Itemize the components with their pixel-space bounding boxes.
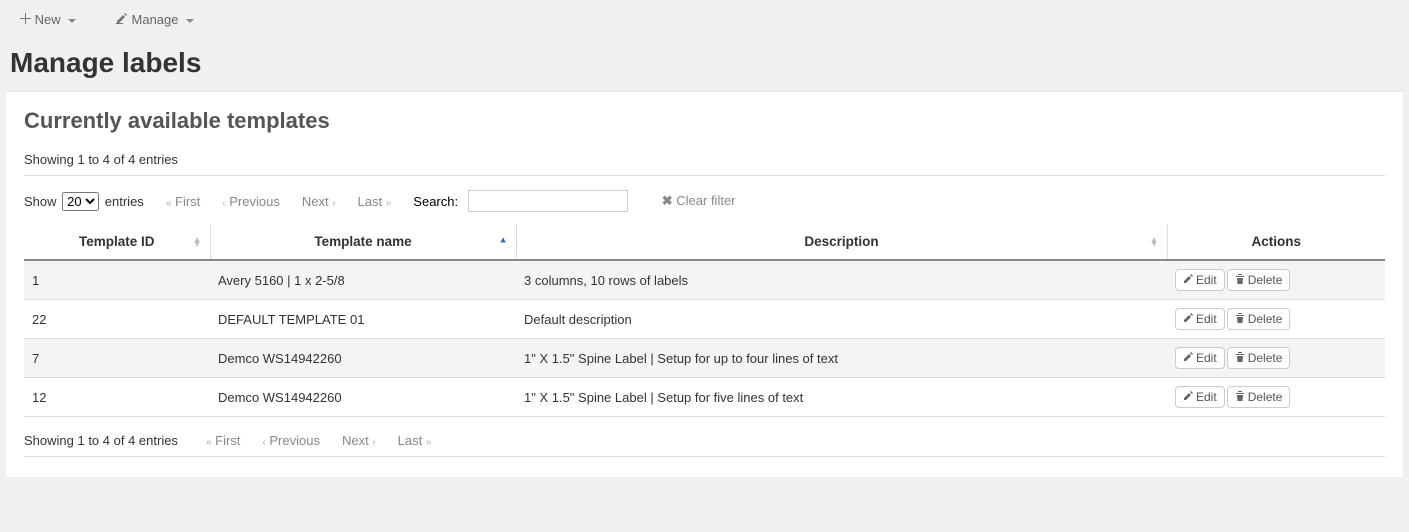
trash-icon [1235, 390, 1245, 404]
pager-next[interactable]: Next › [342, 433, 376, 448]
cell-actions: Edit Delete [1167, 260, 1385, 300]
caret-down-icon [182, 12, 194, 27]
cell-id: 7 [24, 339, 210, 378]
templates-table: Template ID ▲▼ Template name ▲▼ Descript… [24, 224, 1385, 417]
x-icon: ✖ [662, 193, 673, 208]
length-select[interactable]: 20 [62, 192, 99, 211]
new-dropdown[interactable]: New [12, 8, 84, 31]
delete-label: Delete [1248, 351, 1283, 365]
edit-button[interactable]: Edit [1175, 386, 1225, 408]
table-row: 12Demco WS149422601" X 1.5" Spine Label … [24, 378, 1385, 417]
cell-description: 1" X 1.5" Spine Label | Setup for up to … [516, 339, 1167, 378]
pager-first[interactable]: « First [166, 194, 200, 209]
clear-filter[interactable]: ✖ Clear filter [662, 193, 736, 209]
search-label: Search: [413, 194, 458, 209]
chevron-left-icon: ‹ [262, 437, 265, 448]
search-input[interactable] [468, 190, 628, 212]
pager-top: « First ‹ Previous Next › Last » [166, 194, 391, 209]
length-prefix: Show [24, 194, 57, 209]
cell-actions: Edit Delete [1167, 378, 1385, 417]
length-suffix: entries [105, 194, 144, 209]
cell-name: DEFAULT TEMPLATE 01 [210, 300, 516, 339]
sort-icon: ▲▼ [1150, 237, 1159, 246]
delete-label: Delete [1248, 273, 1283, 287]
datatable-wrapper: Showing 1 to 4 of 4 entries Show 20 entr… [18, 152, 1391, 457]
delete-button[interactable]: Delete [1227, 347, 1291, 369]
cell-name: Demco WS14942260 [210, 378, 516, 417]
col-header-id[interactable]: Template ID ▲▼ [24, 224, 210, 260]
controls-bottom: Showing 1 to 4 of 4 entries « First ‹ Pr… [24, 417, 1385, 457]
caret-down-icon [64, 12, 76, 27]
pager-bottom: « First ‹ Previous Next › Last » [206, 433, 431, 448]
edit-button[interactable]: Edit [1175, 347, 1225, 369]
cell-description: 1" X 1.5" Spine Label | Setup for five l… [516, 378, 1167, 417]
new-label: New [35, 12, 61, 27]
delete-button[interactable]: Delete [1227, 269, 1291, 291]
cell-id: 22 [24, 300, 210, 339]
delete-button[interactable]: Delete [1227, 308, 1291, 330]
search-control: Search: [413, 190, 627, 212]
main-panel: Currently available templates Showing 1 … [6, 91, 1403, 477]
pencil-icon [1183, 390, 1193, 404]
chevron-right-icon: › [372, 437, 375, 448]
pencil-icon [1183, 312, 1193, 326]
chevron-double-right-icon: » [386, 198, 392, 209]
col-header-description[interactable]: Description ▲▼ [516, 224, 1167, 260]
cell-description: 3 columns, 10 rows of labels [516, 260, 1167, 300]
toolbar: New Manage [0, 0, 1409, 39]
col-header-actions: Actions [1167, 224, 1385, 260]
delete-button[interactable]: Delete [1227, 386, 1291, 408]
page-title: Manage labels [10, 47, 1399, 79]
cell-name: Demco WS14942260 [210, 339, 516, 378]
trash-icon [1235, 273, 1245, 287]
chevron-double-left-icon: « [206, 437, 212, 448]
pencil-square-icon [116, 12, 128, 27]
edit-button[interactable]: Edit [1175, 308, 1225, 330]
edit-label: Edit [1196, 312, 1217, 326]
info-bottom: Showing 1 to 4 of 4 entries [24, 433, 178, 448]
sort-icon: ▲▼ [193, 237, 202, 246]
trash-icon [1235, 312, 1245, 326]
pager-next[interactable]: Next › [302, 194, 336, 209]
table-row: 22DEFAULT TEMPLATE 01Default description… [24, 300, 1385, 339]
cell-actions: Edit Delete [1167, 300, 1385, 339]
edit-label: Edit [1196, 273, 1217, 287]
table-row: 7Demco WS149422601" X 1.5" Spine Label |… [24, 339, 1385, 378]
info-top: Showing 1 to 4 of 4 entries [24, 152, 1385, 176]
chevron-left-icon: ‹ [222, 198, 225, 209]
cell-id: 1 [24, 260, 210, 300]
chevron-double-left-icon: « [166, 198, 172, 209]
pencil-icon [1183, 351, 1193, 365]
pencil-icon [1183, 273, 1193, 287]
cell-name: Avery 5160 | 1 x 2-5/8 [210, 260, 516, 300]
controls-top: Show 20 entries « First ‹ Previous Next … [24, 182, 1385, 220]
edit-button[interactable]: Edit [1175, 269, 1225, 291]
table-header-row: Template ID ▲▼ Template name ▲▼ Descript… [24, 224, 1385, 260]
cell-description: Default description [516, 300, 1167, 339]
delete-label: Delete [1248, 390, 1283, 404]
pager-last[interactable]: Last » [398, 433, 432, 448]
table-row: 1Avery 5160 | 1 x 2-5/83 columns, 10 row… [24, 260, 1385, 300]
trash-icon [1235, 351, 1245, 365]
edit-label: Edit [1196, 351, 1217, 365]
section-title: Currently available templates [24, 108, 1385, 134]
pager-first[interactable]: « First [206, 433, 240, 448]
plus-icon [20, 12, 31, 27]
chevron-double-right-icon: » [426, 437, 432, 448]
delete-label: Delete [1248, 312, 1283, 326]
pager-last[interactable]: Last » [358, 194, 392, 209]
sort-icon: ▲▼ [499, 237, 508, 246]
pager-previous[interactable]: ‹ Previous [222, 194, 280, 209]
cell-id: 12 [24, 378, 210, 417]
manage-label: Manage [132, 12, 179, 27]
chevron-right-icon: › [332, 198, 335, 209]
cell-actions: Edit Delete [1167, 339, 1385, 378]
col-header-name[interactable]: Template name ▲▼ [210, 224, 516, 260]
manage-dropdown[interactable]: Manage [108, 8, 202, 31]
pager-previous[interactable]: ‹ Previous [262, 433, 320, 448]
edit-label: Edit [1196, 390, 1217, 404]
length-control: Show 20 entries [24, 192, 144, 211]
